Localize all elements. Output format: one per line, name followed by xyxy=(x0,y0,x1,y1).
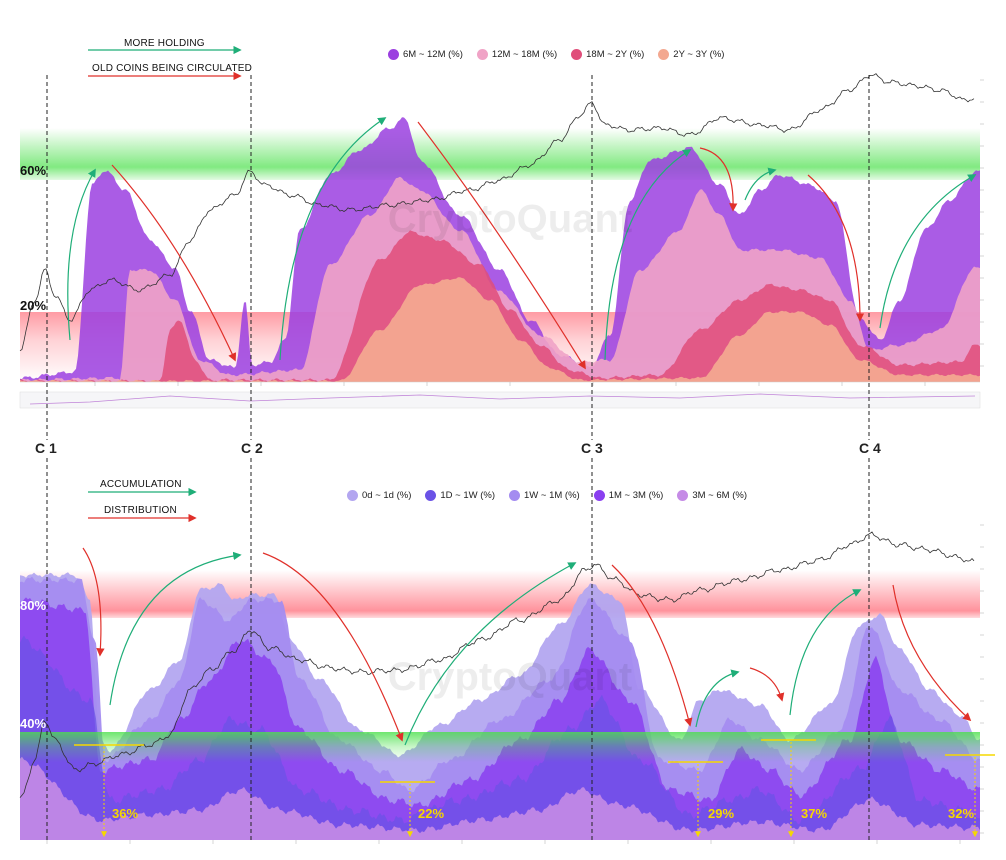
legend-label: 6M ~ 12M (%) xyxy=(403,49,463,60)
bottom-legend-item[interactable]: 3M ~ 6M (%) xyxy=(677,490,747,501)
trend-down-arrow xyxy=(417,121,586,370)
legend-swatch-icon xyxy=(347,490,358,501)
trend-down-arrow xyxy=(82,547,105,657)
top-header-down-label: OLD COINS BEING CIRCULATED xyxy=(92,63,253,74)
legend-swatch-icon xyxy=(571,49,583,60)
bottom-area-5 xyxy=(20,756,980,840)
legend-swatch-icon xyxy=(593,490,605,501)
bottom-legend-item[interactable]: 1W ~ 1M (%) xyxy=(509,490,580,501)
top-green-band xyxy=(20,128,980,180)
legend-label: 12M ~ 18M (%) xyxy=(491,49,558,60)
trend-up-arrow xyxy=(109,551,242,706)
callout-value: 29% xyxy=(708,806,734,821)
cycle-label: C 4 xyxy=(859,440,881,456)
bottom-trend-arrows xyxy=(82,547,972,746)
top-legend-item[interactable]: 2Y ~ 3Y (%) xyxy=(658,49,724,60)
top-watermark: CryptoQuant xyxy=(388,197,632,241)
bottom-legend: 0d ~ 1d (%) 1D ~ 1W (%) 1W ~ 1M (%) 1M ~… xyxy=(347,490,747,501)
trend-up-arrow xyxy=(744,167,777,201)
top-area-4 xyxy=(20,277,980,382)
callout-value: 32% xyxy=(948,806,974,821)
legend-swatch-icon xyxy=(677,490,689,501)
trend-up-arrow xyxy=(67,168,96,341)
bottom-legend-item[interactable]: 0d ~ 1d (%) xyxy=(347,490,411,501)
legend-swatch-icon xyxy=(476,49,488,60)
bottom-callouts: 36% 22% 29% 37% 32% xyxy=(74,739,995,838)
trend-down-arrow xyxy=(807,174,865,322)
bottom-zone-label-80: 80% xyxy=(20,598,46,613)
bottom-chart: 36% 22% 29% 37% 32% xyxy=(19,524,995,844)
legend-swatch-icon xyxy=(509,490,521,501)
top-navigator-line xyxy=(29,393,976,405)
legend-label: 1D ~ 1W (%) xyxy=(440,490,496,501)
trend-down-arrow xyxy=(892,584,972,722)
cycle-label: C 3 xyxy=(581,440,603,456)
trend-up-arrow xyxy=(279,117,387,361)
trend-up-arrow xyxy=(604,149,692,361)
cycle-lines xyxy=(46,75,870,840)
trend-up-arrow xyxy=(879,174,977,329)
callout-value: 37% xyxy=(801,806,827,821)
legend-label: 2Y ~ 3Y (%) xyxy=(673,49,725,60)
trend-down-arrow xyxy=(262,552,404,742)
legend-label: 1W ~ 1M (%) xyxy=(524,490,580,501)
bottom-legend-item[interactable]: 1M ~ 3M (%) xyxy=(593,490,664,501)
bottom-header-down-label: DISTRIBUTION xyxy=(104,505,177,516)
trend-down-arrow xyxy=(749,667,785,702)
top-zone-label-60: 60% xyxy=(20,163,46,178)
cycle-label: C 1 xyxy=(35,440,57,456)
bottom-zone-label-40: 40% xyxy=(20,716,46,731)
top-price-line xyxy=(19,73,975,352)
top-legend-item[interactable]: 18M ~ 2Y (%) xyxy=(571,49,644,60)
legend-swatch-icon xyxy=(425,490,437,501)
legend-label: 0d ~ 1d (%) xyxy=(362,490,412,501)
bottom-price-line xyxy=(19,531,975,798)
top-area-series xyxy=(20,117,980,383)
top-zone-label-20: 20% xyxy=(20,298,46,313)
callout-value: 36% xyxy=(112,806,138,821)
trend-down-arrow xyxy=(111,164,237,362)
bottom-watermark: CryptoQuant xyxy=(388,655,632,699)
legend-label: 18M ~ 2Y (%) xyxy=(586,49,645,60)
top-legend-item[interactable]: 6M ~ 12M (%) xyxy=(388,49,463,60)
callout-value: 22% xyxy=(418,806,444,821)
top-legend: 6M ~ 12M (%) 12M ~ 18M (%) 18M ~ 2Y (%) … xyxy=(388,49,724,60)
bottom-area-series xyxy=(20,572,980,840)
trend-up-arrow xyxy=(404,562,577,746)
trend-down-arrow xyxy=(699,147,738,212)
bottom-axis-ticks xyxy=(46,524,984,844)
top-navigator xyxy=(19,391,981,409)
legend-swatch-icon xyxy=(388,49,399,60)
bottom-red-band xyxy=(20,570,980,618)
top-header-up-label: MORE HOLDING xyxy=(124,38,205,49)
legend-swatch-icon xyxy=(658,49,670,60)
cycle-label: C 2 xyxy=(241,440,263,456)
legend-label: 1M ~ 3M (%) xyxy=(608,490,664,501)
bottom-green-band xyxy=(20,732,980,762)
top-legend-item[interactable]: 12M ~ 18M (%) xyxy=(476,49,558,60)
bottom-area-4 xyxy=(20,635,980,840)
trend-up-arrow xyxy=(789,589,862,716)
bottom-legend-item[interactable]: 1D ~ 1W (%) xyxy=(425,490,495,501)
bottom-header-up-label: ACCUMULATION xyxy=(100,479,182,490)
trend-up-arrow xyxy=(695,669,740,728)
trend-down-arrow xyxy=(611,564,693,727)
top-chart xyxy=(19,60,984,409)
top-axis-ticks xyxy=(94,79,984,386)
legend-label: 3M ~ 6M (%) xyxy=(692,490,747,501)
top-trend-arrows xyxy=(67,117,977,370)
